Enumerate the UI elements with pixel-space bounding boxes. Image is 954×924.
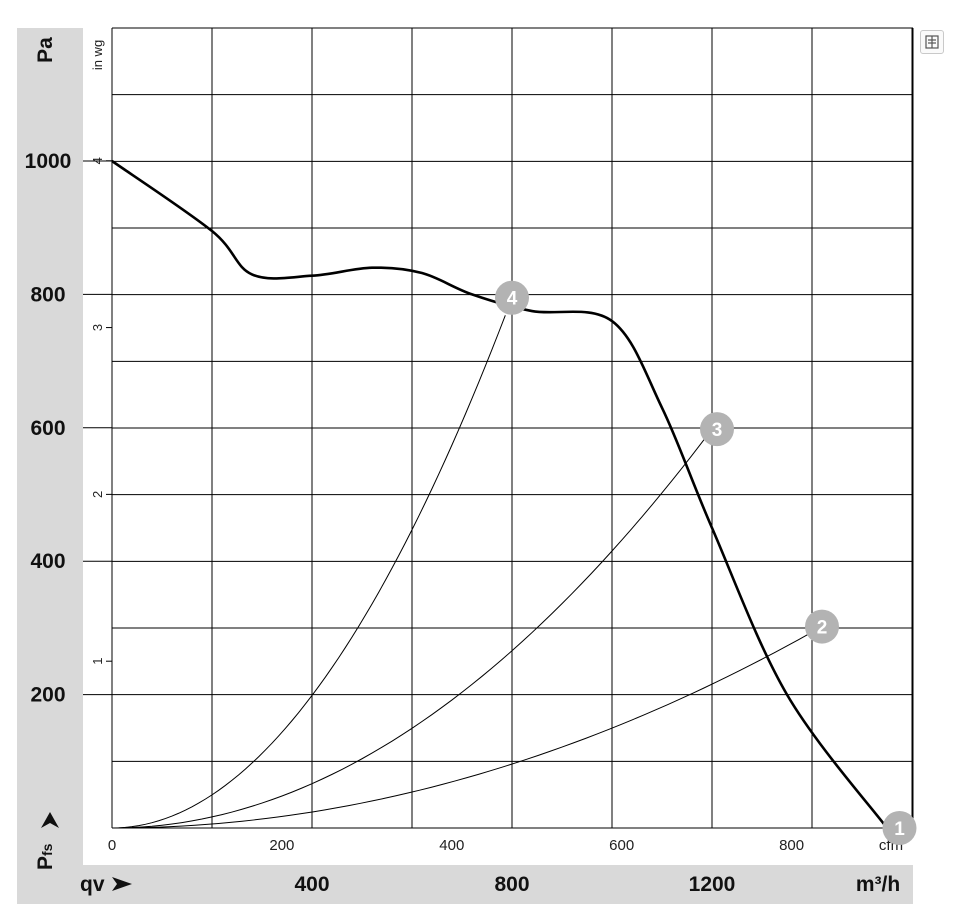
inwg-tick-label: 4 bbox=[90, 157, 105, 164]
system-curve-4 bbox=[111, 315, 506, 829]
inwg-axis-label: in wg bbox=[90, 40, 105, 70]
m3h-tick-label: 1200 bbox=[689, 873, 736, 896]
operating-point-marker-4 bbox=[495, 280, 529, 315]
pfs-label: Pfs bbox=[34, 843, 57, 870]
bottom-axis-panel bbox=[17, 865, 913, 904]
pa-tick-label: 400 bbox=[30, 550, 65, 573]
export-icon[interactable] bbox=[920, 30, 944, 54]
qv-arrow-icon bbox=[112, 877, 132, 891]
inwg-tick-label: 3 bbox=[90, 324, 105, 331]
operating-point-label: 3 bbox=[712, 420, 723, 441]
export-icon-glyph bbox=[925, 35, 939, 49]
left-axis-panel bbox=[17, 28, 83, 904]
operating-point-label: 1 bbox=[894, 819, 905, 840]
operating-point-label: 2 bbox=[817, 618, 828, 639]
pfs-arrow-icon bbox=[41, 812, 59, 828]
cfm-tick-label: 0 bbox=[108, 837, 116, 854]
pa-tick-label: 600 bbox=[30, 417, 65, 440]
operating-point-marker-1 bbox=[882, 811, 917, 845]
operating-point-label: 4 bbox=[507, 289, 518, 310]
cfm-tick-label: 400 bbox=[439, 837, 464, 854]
operating-point-marker-2 bbox=[805, 609, 839, 644]
pfs-sub: fs bbox=[39, 843, 55, 856]
pfs-axis-marker: Pfs bbox=[34, 812, 59, 870]
operating-point-marker-3 bbox=[700, 412, 734, 447]
pfs-main: P bbox=[34, 856, 57, 870]
qv-axis-label: qv bbox=[80, 873, 105, 896]
cfm-tick-label: 200 bbox=[269, 837, 294, 854]
cfm-tick-label: 800 bbox=[779, 837, 804, 854]
m3h-unit-label: m³/h bbox=[856, 873, 900, 896]
m3h-tick-label: 800 bbox=[494, 873, 529, 896]
system-curve-2 bbox=[111, 632, 811, 829]
cfm-tick-label: 600 bbox=[609, 837, 634, 854]
pa-tick-label: 800 bbox=[30, 283, 65, 306]
pa-tick-label: 200 bbox=[30, 684, 65, 707]
inwg-tick-label: 2 bbox=[90, 491, 105, 498]
m3h-tick-labels: 400 800 1200 bbox=[294, 873, 735, 896]
pa-tick-labels: 1000 800 600 400 200 bbox=[25, 150, 112, 707]
m3h-tick-label: 400 bbox=[294, 873, 329, 896]
inwg-axis-ticks bbox=[106, 160, 112, 662]
system-curve-3 bbox=[111, 428, 713, 829]
inwg-tick-label: 1 bbox=[90, 658, 105, 665]
operating-point-markers: 1 2 3 4 bbox=[495, 280, 917, 845]
system-curves bbox=[111, 315, 811, 829]
inwg-tick-labels: 4 3 2 1 bbox=[90, 157, 105, 665]
pa-axis-label: Pa bbox=[34, 37, 57, 63]
pa-tick-label: 1000 bbox=[25, 150, 72, 173]
cfm-tick-labels: 0 200 400 600 800 bbox=[108, 837, 804, 854]
